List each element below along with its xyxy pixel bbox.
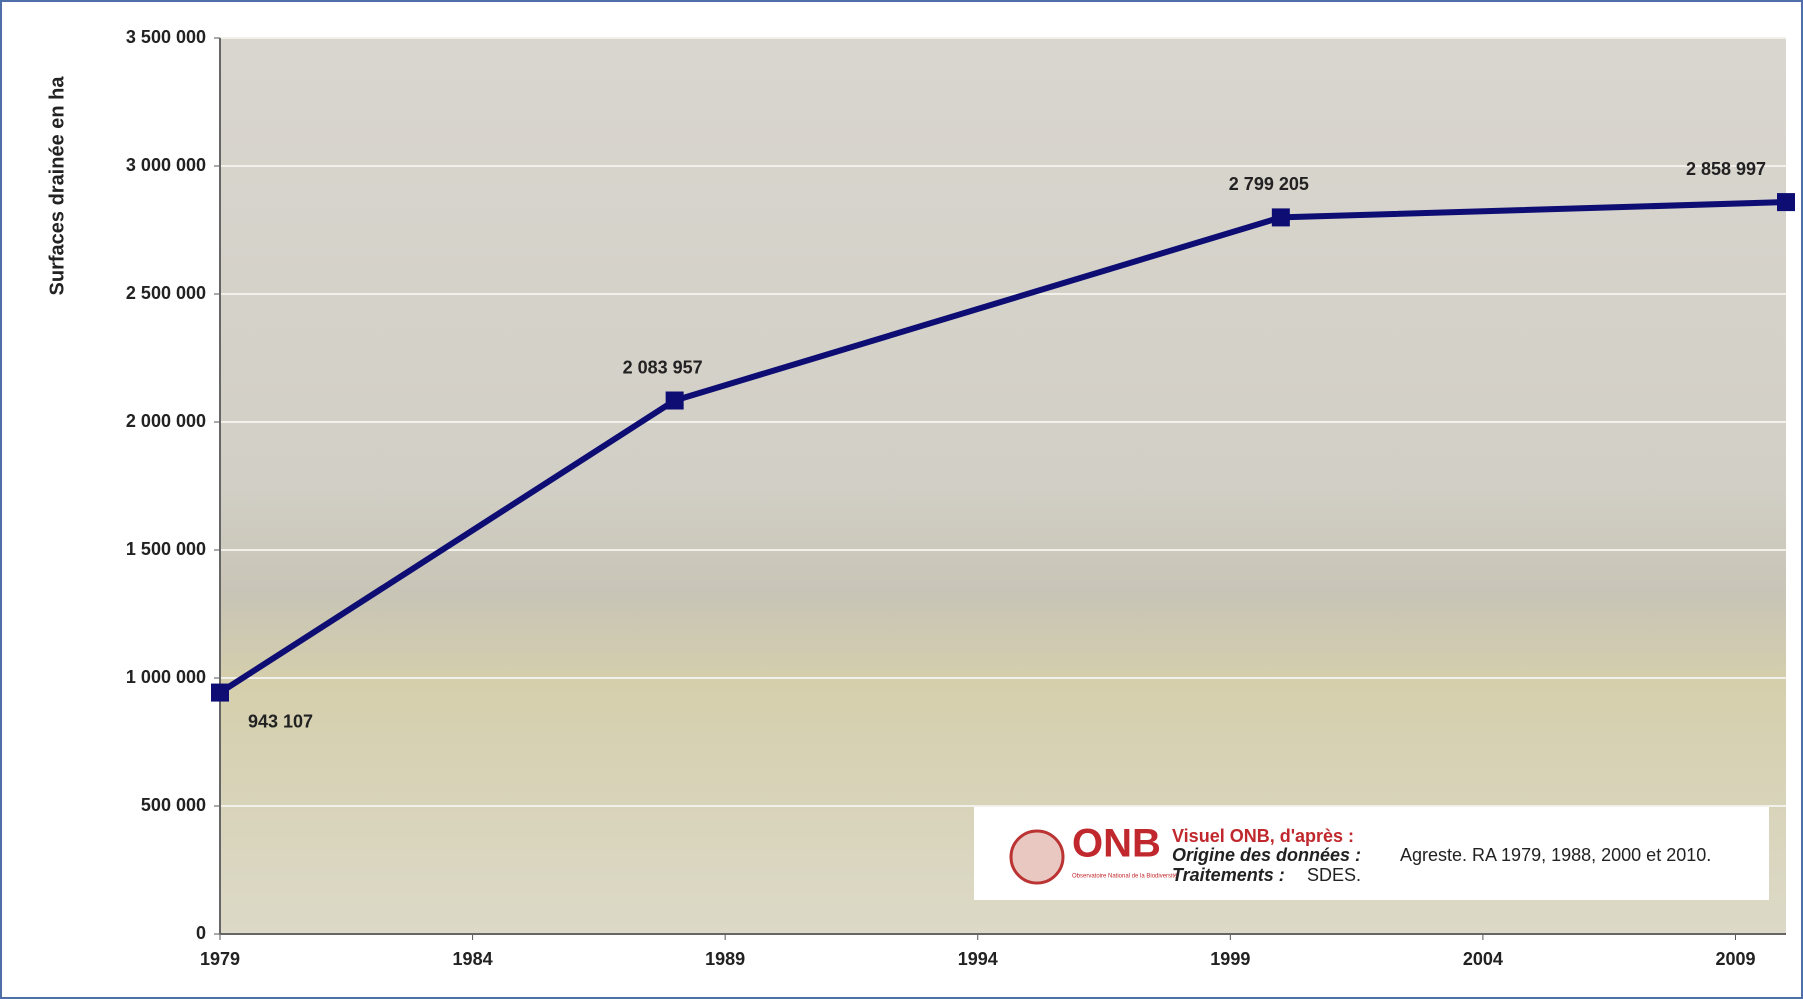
y-tick-label: 1 500 000 <box>126 539 206 559</box>
source-background <box>974 807 1769 900</box>
line <box>218 199 1787 696</box>
x-tick-label: 1979 <box>200 949 240 969</box>
marker <box>211 683 229 702</box>
marker <box>665 391 684 410</box>
data-label: 2 858 997 <box>1686 159 1766 179</box>
marker <box>1777 193 1795 212</box>
data-label: 2 083 957 <box>623 357 703 377</box>
y-tick-label: 2 500 000 <box>126 283 206 303</box>
logo-icon <box>1009 829 1065 885</box>
x-tick-label: 1994 <box>958 949 998 969</box>
x-tick-label: 1984 <box>453 949 493 969</box>
source-label: Origine des données : <box>1172 845 1361 865</box>
x-tick-label: 2009 <box>1715 949 1755 969</box>
logo-caption: Observatoire National de la Biodiversité <box>1072 874 1178 880</box>
y-tick-label: 3 500 000 <box>126 27 206 47</box>
y-axis-label: Surfaces drainée en ha <box>46 76 68 296</box>
source-line1: Visuel ONB, d'après : <box>1172 826 1354 846</box>
y-tick-label: 1 000 000 <box>126 667 206 687</box>
marker <box>1271 208 1290 227</box>
source-text: Agreste. RA 1979, 1988, 2000 et 2010. <box>1400 845 1711 865</box>
source-text: SDES. <box>1307 865 1361 885</box>
logo: ONB <box>1072 822 1161 866</box>
plot-background <box>220 38 1786 934</box>
x-tick-label: 1989 <box>705 949 745 969</box>
source-label: Traitements : <box>1172 865 1285 885</box>
y-tick-label: 0 <box>196 923 206 943</box>
source-box: ONB Observatoire National de la Biodiver… <box>974 807 1769 900</box>
data-label: 2 799 205 <box>1229 174 1309 194</box>
y-tick-label: 500 000 <box>141 795 206 815</box>
y-tick-label: 2 000 000 <box>126 411 206 431</box>
x-tick-label: 2004 <box>1463 949 1503 969</box>
x-tick-label: 1999 <box>1210 949 1250 969</box>
y-tick-label: 3 000 000 <box>126 155 206 175</box>
data-label: 943 107 <box>248 711 313 731</box>
